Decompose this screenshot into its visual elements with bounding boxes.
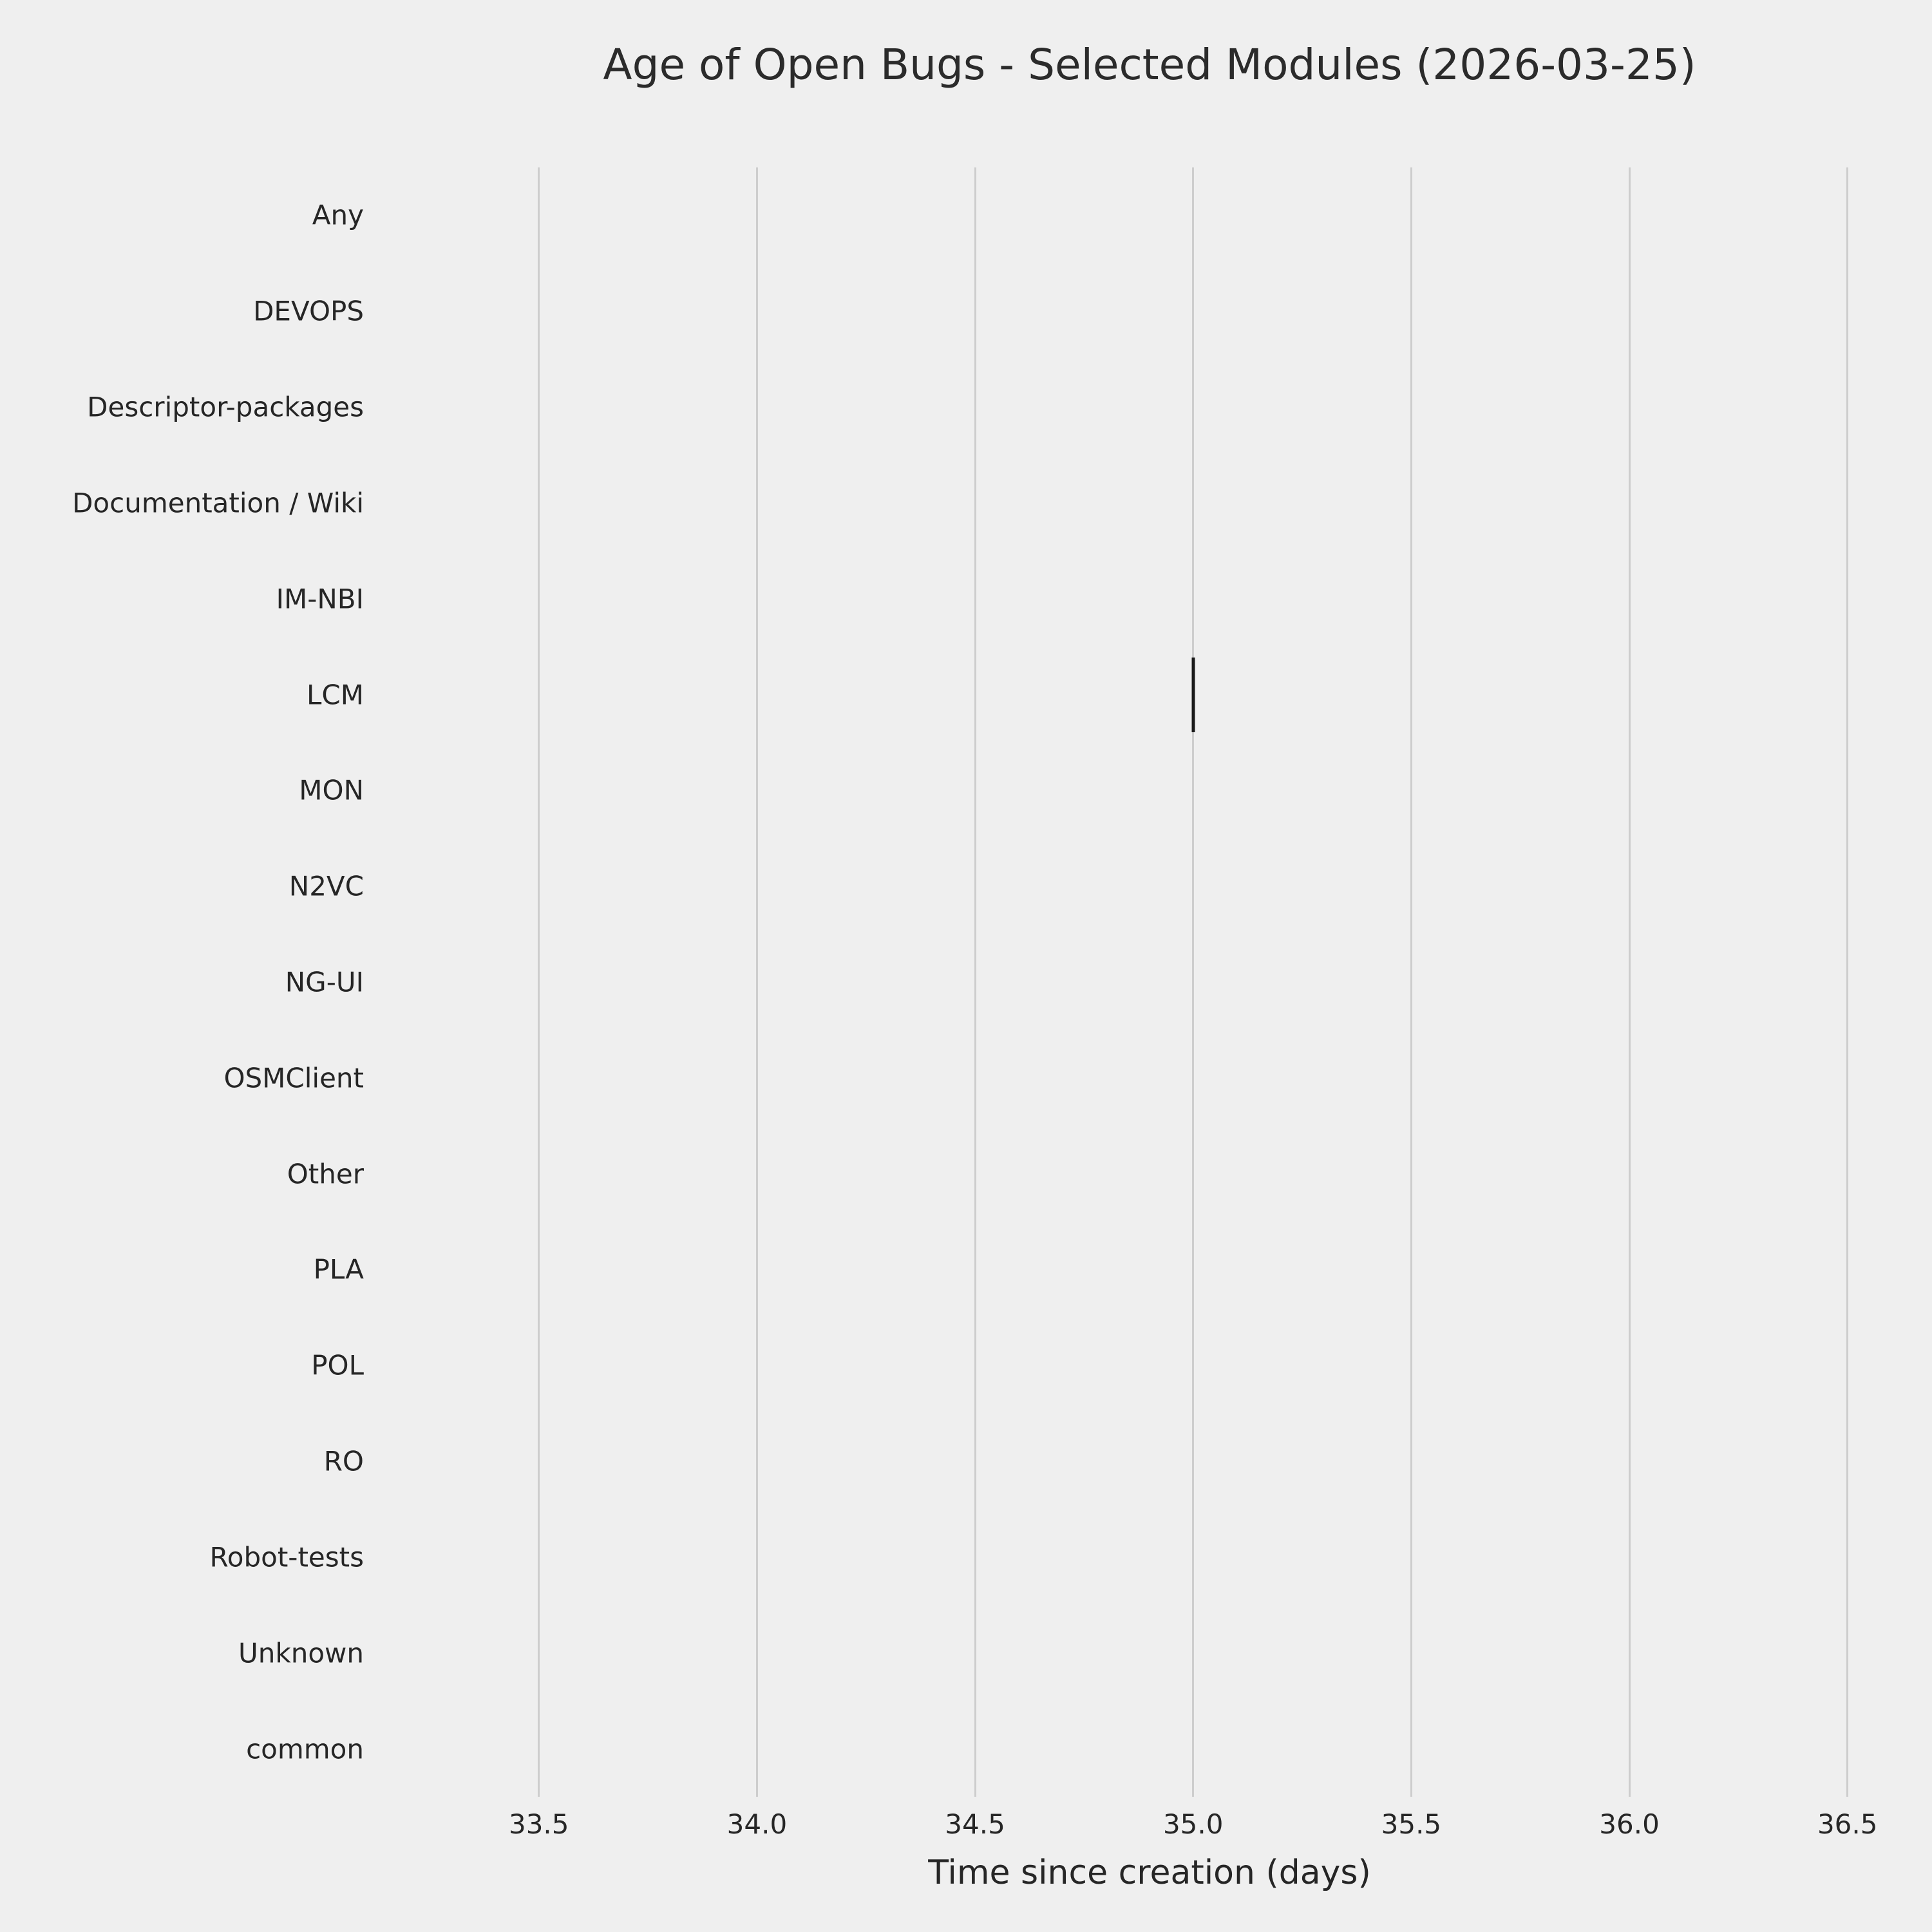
y-tick-label: Unknown [238,1637,364,1669]
x-tick-label: 33.5 [508,1808,569,1840]
y-tick-label: RO [323,1445,364,1477]
y-tick-label: N2VC [289,870,364,902]
x-gridline [1410,167,1412,1797]
y-tick-label: LCM [307,679,364,711]
x-tick-label: 35.5 [1381,1808,1442,1840]
x-tick-label: 34.5 [945,1808,1005,1840]
y-tick-label: POL [311,1349,364,1381]
x-gridline [1846,167,1849,1797]
x-tick-label: 36.0 [1599,1808,1660,1840]
x-gridline [1192,167,1195,1797]
y-tick-label: Robot-tests [209,1541,364,1573]
x-gridline [755,167,758,1797]
y-tick-label: NG-UI [285,966,364,998]
y-tick-label: IM-NBI [276,583,364,615]
x-tick-label: 34.0 [726,1808,788,1840]
x-gridline [974,167,976,1797]
x-tick-label: 36.5 [1817,1808,1878,1840]
x-gridline [1628,167,1631,1797]
y-tick-label: Other [287,1158,364,1190]
y-tick-label: PLA [313,1253,364,1285]
box-mark-lcm [1191,657,1195,732]
y-tick-label: OSMClient [223,1062,364,1094]
y-tick-label: MON [299,774,364,806]
x-tick-label: 35.0 [1162,1808,1224,1840]
y-tick-label: Descriptor-packages [87,391,364,423]
y-tick-label: Documentation / Wiki [72,487,364,519]
y-tick-label: Any [312,199,364,231]
y-tick-label: common [246,1733,364,1765]
y-tick-label: DEVOPS [253,295,364,327]
x-gridline [538,167,540,1797]
chart-title: Age of Open Bugs - Selected Modules (202… [603,40,1696,90]
x-axis-title: Time since creation (days) [928,1853,1371,1892]
